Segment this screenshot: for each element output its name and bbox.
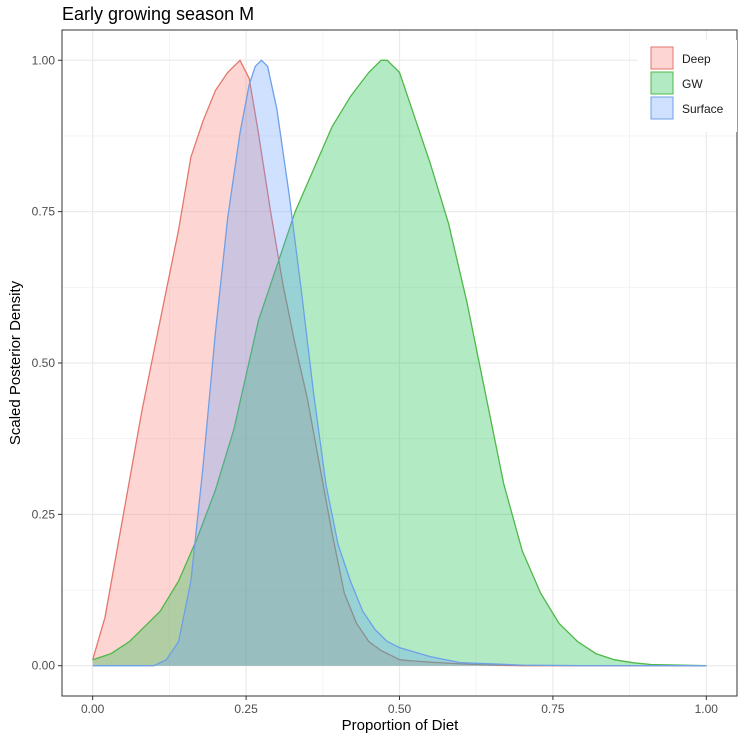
legend-label-surface: Surface	[682, 102, 724, 116]
density-line-surface	[92, 59, 707, 667]
density-area-deep	[92, 60, 707, 666]
x-axis-title: Proportion of Diet	[342, 717, 460, 734]
x-tick-label: 0.25	[234, 702, 258, 716]
legend: Deep GW Surface	[638, 40, 737, 132]
x-tick-label: 0.00	[81, 702, 105, 716]
legend-key-surface	[650, 96, 674, 120]
x-tick-label: 0.50	[388, 702, 412, 716]
y-tick-label: 0.25	[32, 507, 56, 521]
x-tick-label: 1.00	[695, 702, 719, 716]
legend-label-gw: GW	[682, 77, 703, 91]
density-area-surface	[92, 60, 707, 666]
legend-background	[638, 40, 737, 132]
legend-key-gw	[650, 71, 674, 95]
legend-key-deep	[650, 46, 674, 70]
y-tick-label: 0.75	[32, 205, 56, 219]
y-tick-label: 1.00	[32, 53, 56, 67]
chart-title: Early growing season M	[62, 4, 254, 24]
density-line-deep	[92, 59, 707, 667]
y-axis-title: Scaled Posterior Density	[7, 280, 24, 445]
legend-label-deep: Deep	[682, 52, 711, 66]
y-tick-label: 0.00	[32, 659, 56, 673]
x-axis: 0.00 0.25 0.50 0.75 1.00	[81, 696, 718, 716]
density-line-gw	[92, 59, 707, 667]
density-areas	[92, 59, 707, 667]
density-area-gw	[92, 60, 707, 666]
x-tick-label: 0.75	[541, 702, 565, 716]
y-axis: 0.00 0.25 0.50 0.75 1.00	[32, 53, 62, 673]
y-tick-label: 0.50	[32, 356, 56, 370]
